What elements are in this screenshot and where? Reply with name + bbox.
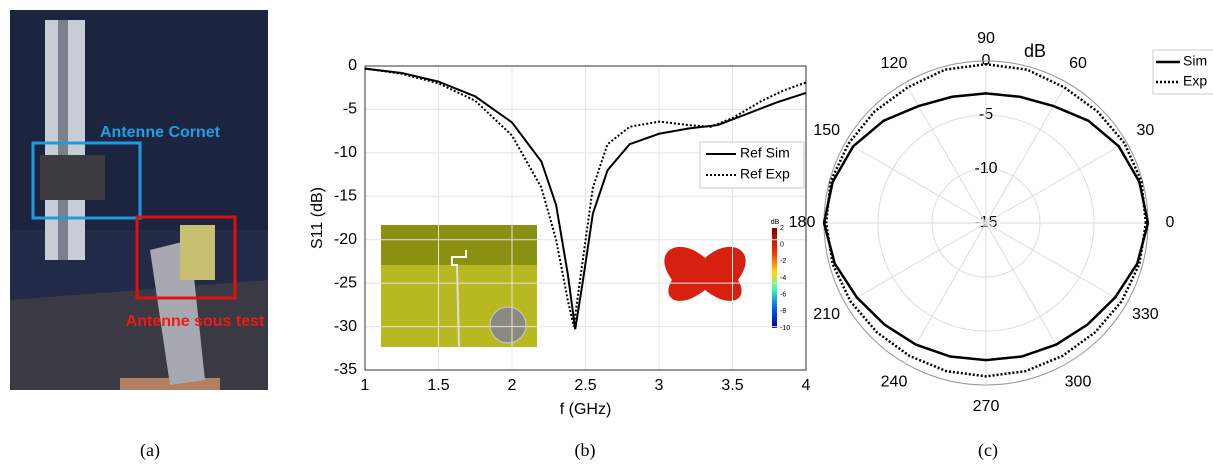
grid-spoke: [985, 222, 1127, 305]
colorbar-tick-label: -8: [780, 308, 786, 315]
grid-spoke: [845, 222, 987, 305]
grid-spoke: [845, 141, 987, 224]
colorbar-tick-label: -10: [780, 325, 790, 332]
grid-spoke: [985, 141, 1127, 224]
y-tick-label: -10: [334, 144, 357, 161]
colorbar-tick-label: -4: [780, 275, 786, 282]
grid-spoke: [904, 222, 987, 364]
colorbar-title: dB: [771, 219, 780, 226]
caption: (a): [140, 440, 160, 461]
line-series: [364, 67, 807, 330]
legend-label: Exp: [1183, 73, 1207, 89]
y-tick-label: -30: [334, 318, 357, 335]
theta-tick-label: 240: [881, 374, 908, 391]
y-axis-label: S11 (dB): [309, 187, 326, 249]
photo: Antenne Cornet Antenne sous test: [10, 10, 268, 390]
x-tick-label: 1.5: [427, 377, 449, 394]
grid-spoke: [985, 222, 1068, 364]
theta-tick-label: 30: [1136, 122, 1154, 139]
grid-spoke: [904, 82, 987, 224]
legend-label: Ref Sim: [740, 145, 790, 161]
colorbar-tick-label: 0: [780, 242, 784, 249]
colorbar-tick-label: -2: [780, 258, 786, 265]
x-tick-label: 2.5: [574, 377, 596, 394]
caption: (b): [575, 440, 596, 461]
theta-tick-label: 330: [1132, 306, 1159, 323]
unit-label: dB: [1024, 41, 1046, 61]
theta-tick-label: 150: [813, 122, 840, 139]
theta-tick-label: 120: [881, 55, 908, 72]
grid-spoke: [985, 82, 1068, 224]
y-tick-label: -15: [334, 188, 357, 205]
polar-series: [822, 92, 1150, 362]
x-tick-label: 3: [655, 377, 664, 394]
theta-tick-label: 270: [973, 398, 1000, 415]
y-tick-label: 0: [348, 57, 357, 74]
colorbar-tick-label: 2: [780, 225, 784, 232]
x-tick-label: 3.5: [721, 377, 743, 394]
caption: (c): [978, 440, 998, 461]
x-tick-label: 2: [508, 377, 517, 394]
x-axis-label: f (GHz): [560, 401, 612, 418]
legend-box: [699, 141, 805, 189]
theta-tick-label: 300: [1065, 374, 1092, 391]
theta-tick-label: 210: [813, 306, 840, 323]
theta-tick-label: 90: [977, 30, 995, 47]
theta-tick-label: 180: [789, 214, 816, 231]
x-tick-label: 4: [802, 377, 811, 394]
y-tick-label: -35: [334, 361, 357, 378]
photo-label: Antenne Cornet: [100, 124, 221, 141]
line-series: [364, 67, 807, 327]
y-tick-label: -25: [334, 274, 357, 291]
theta-tick-label: 0: [1166, 214, 1175, 231]
y-tick-label: -20: [334, 231, 357, 248]
polar-series: [824, 62, 1148, 378]
legend-label: Sim: [1183, 53, 1207, 69]
colorbar-tick-label: -6: [780, 292, 786, 299]
x-tick-label: 1: [361, 377, 370, 394]
photo-label: Antenne sous test: [126, 313, 265, 330]
theta-tick-label: 60: [1069, 55, 1087, 72]
y-tick-label: -5: [343, 101, 357, 118]
legend-box: [1152, 49, 1213, 95]
legend-label: Ref Exp: [740, 166, 790, 182]
plot-frame: [364, 65, 807, 371]
